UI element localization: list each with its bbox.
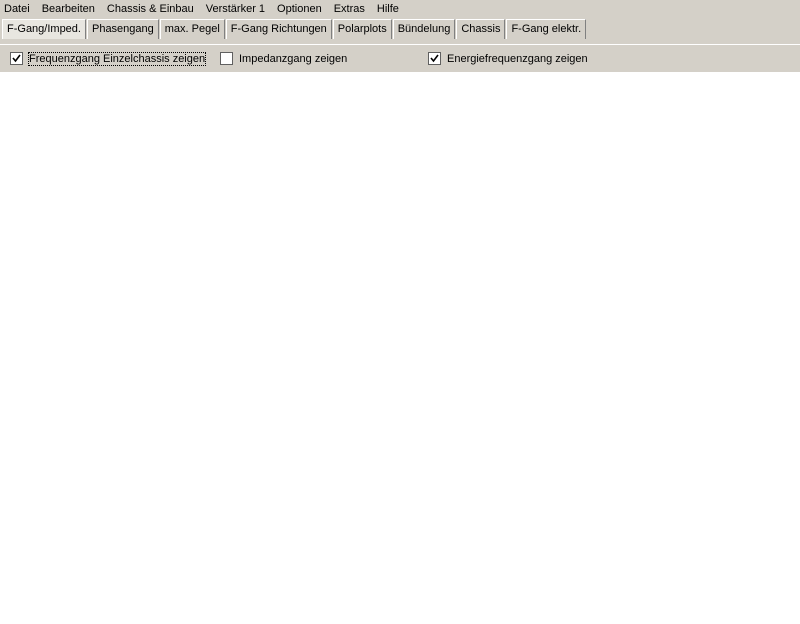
tab[interactable]: Polarplots	[332, 19, 392, 39]
checkbox[interactable]: Energiefrequenzgang zeigen	[428, 52, 588, 65]
tab[interactable]: F-Gang/Imped.	[2, 19, 86, 39]
menu-item[interactable]: Optionen	[277, 2, 322, 15]
tab[interactable]: F-Gang Richtungen	[225, 19, 332, 39]
checkbox-label: Frequenzgang Einzelchassis zeigen	[27, 51, 207, 66]
checkbox[interactable]: Frequenzgang Gesamtbox(alle Verstärker u…	[10, 51, 800, 594]
tab[interactable]: Bündelung	[392, 19, 456, 39]
check-mark: Frequenzgang Gesamtbox(alle Verstärker u…	[12, 54, 800, 594]
tab[interactable]: max. Pegel	[159, 19, 225, 39]
tab[interactable]: Phasengang	[86, 19, 159, 39]
menu-item[interactable]: Hilfe	[376, 2, 399, 15]
checkbox-box	[220, 52, 233, 65]
menu-item[interactable]: Chassis & Einbau	[106, 2, 194, 15]
menu-bar: Datei Bearbeiten Chassis & Einbau Verstärke…	[0, 0, 800, 17]
menu-item[interactable]: Bearbeiten	[41, 2, 95, 15]
checkbox-box: Frequenzgang Gesamtbox(alle Verstärker u…	[10, 52, 800, 594]
checkbox-box	[428, 52, 441, 65]
check-mark	[430, 54, 439, 63]
tab[interactable]: Chassis	[456, 19, 506, 39]
options-bar: Frequenzgang Gesamtbox(alle Verstärker u…	[0, 44, 800, 594]
checkbox-label: Impedanzgang zeigen	[239, 52, 348, 65]
menu-item[interactable]: Extras	[333, 2, 365, 15]
checkbox-label: Energiefrequenzgang zeigen	[447, 52, 588, 65]
chart	[0, 72, 800, 624]
tab[interactable]: F-Gang elektr.	[506, 19, 587, 39]
tab-bar: F-Gang/Imped. Phasengang max. Pegel F-Gang …	[2, 19, 587, 39]
menu-item[interactable]: Datei	[4, 2, 30, 15]
checkbox[interactable]: Impedanzgang zeigen	[220, 52, 347, 65]
menu-item[interactable]: Verstärker 1	[205, 2, 266, 15]
